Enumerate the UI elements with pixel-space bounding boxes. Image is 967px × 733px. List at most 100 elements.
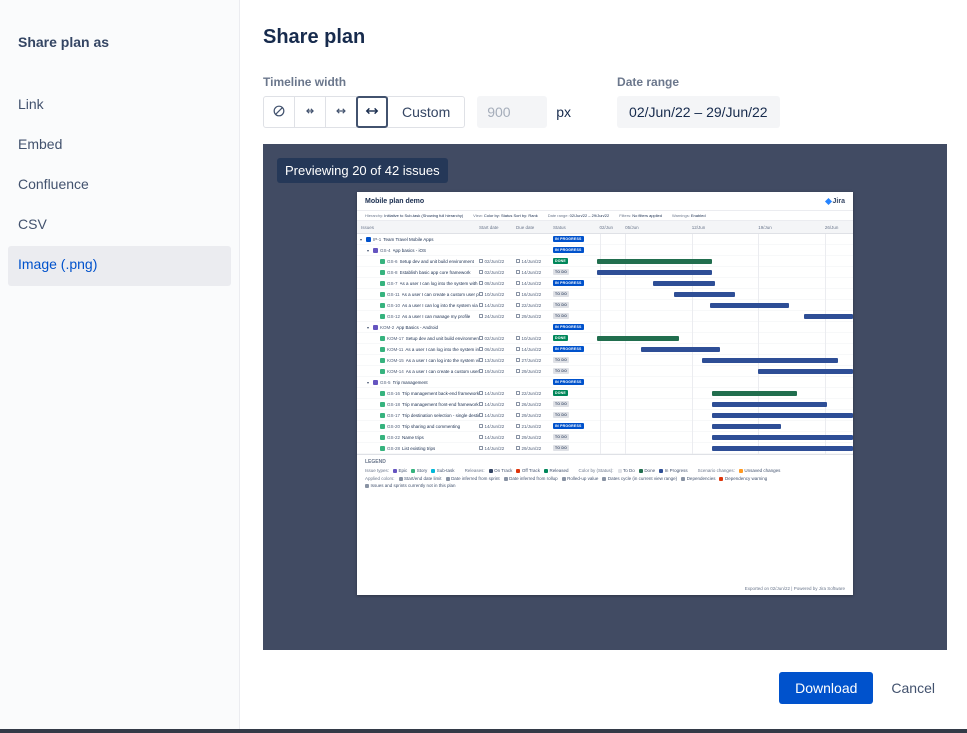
plan-row-status: IN PROGRESS [553,280,597,286]
plan-row-status: TO DO [553,401,597,407]
mini-meta-value: Initiative to Sub-task (Showing full hie… [384,213,464,218]
sidebar-item-link[interactable]: Link [18,96,44,112]
legend-item: To Do [617,468,635,473]
plan-row: GS-17 Trip destination selection - single… [357,410,853,421]
mini-meta-value: Color by: Status Sort by: Rank [483,213,538,218]
custom-width-button[interactable]: Custom [387,96,466,128]
gantt-bar [712,446,853,451]
plan-row-timeline [597,234,853,244]
issue-key: KOM-2 [380,324,395,330]
plan-row-status: IN PROGRESS [553,346,597,352]
width-preset-wide-button[interactable] [356,96,388,128]
legend-item: Epic [393,468,407,473]
issue-summary: As a user I can manage my profile [402,313,471,319]
issue-key: GS-28 [387,445,401,451]
sidebar-item-image-png[interactable]: Image (.png) [8,246,231,286]
main-content: Share plan Timeline width [240,0,967,733]
plan-row-issue: GS-8 Establish basic app core framework [357,269,479,275]
download-button[interactable]: Download [779,672,874,704]
legend-item-label: Unsaved changes [744,468,781,473]
legend-item: Date inferred from sprint [445,476,500,481]
date-text: 10/Jun/22 [521,335,542,341]
legend-group-label: Releases: [464,468,485,473]
sidebar-item-confluence[interactable]: Confluence [18,176,89,192]
legend-group-label: Scenario changes: [697,468,735,473]
date-text: 29/Jun/22 [521,445,542,451]
mini-meta: Hierarchy:Initiative to Sub-task (Showin… [357,210,853,221]
date-text: 14/Jun/22 [521,269,542,275]
page-title: Share plan [263,26,366,48]
timeline-gridline [599,234,601,454]
legend-swatch [544,468,549,473]
plan-row-status: TO DO [553,269,597,275]
plan-row-timeline [597,311,853,321]
date-text: 10/Jun/22 [484,291,505,297]
date-text: 21/Jun/22 [521,423,542,429]
date-text: 27/Jun/22 [521,357,542,363]
calendar-icon [479,347,483,351]
width-preset-narrow-button[interactable] [294,96,326,128]
plan-row-start: 19/Jun/22 [479,369,516,374]
issue-key: GS-4 [380,247,391,253]
gantt-bar [712,402,828,407]
legend-swatch [503,476,508,481]
legend-swatch [638,468,643,473]
legend-swatch [398,476,403,481]
issue-summary: List existing trips [402,445,436,451]
status-badge: TO DO [553,357,570,363]
plan-row-status: TO DO [553,313,597,319]
plan-row-status: TO DO [553,368,597,374]
date-range-field[interactable]: 02/Jun/22 – 29/Jun/22 [617,96,780,128]
legend-item-label: Off Track [521,468,541,473]
timeline-tick: 19/Jun [758,225,772,230]
sidebar-item-csv[interactable]: CSV [18,216,47,232]
story-type-icon [380,313,385,319]
plan-row-issue: GS-12 As a user I can manage my profile [357,313,479,319]
issue-key: GS-10 [387,302,401,308]
plan-row-start: 13/Jun/22 [479,358,516,363]
mini-meta-item: Date range:02/Jun/22 – 29/Jun/22 [548,213,610,218]
date-text: 29/Jun/22 [521,313,542,319]
status-badge: IN PROGRESS [553,247,584,253]
plan-row-issue: GS-6 Setup dev and unit build environment [357,258,479,264]
issue-key: GS-7 [387,280,398,286]
date-text: 19/Jun/22 [484,368,505,374]
plan-row-issue: GS-20 Trip sharing and commenting [357,423,479,429]
date-text: 26/Jun/22 [521,401,542,407]
story-type-icon [380,412,385,418]
timeline-gridline [691,234,693,454]
sidebar-item-embed[interactable]: Embed [18,136,63,152]
plan-row-timeline [597,366,853,376]
epic-type-icon [373,379,378,385]
mini-plan-header: Mobile plan demo Jira [357,192,853,210]
timeline-width-presets: Custom [263,96,466,128]
plan-row-timeline [597,432,853,442]
issue-summary: Setup dev and unit build environment [405,335,479,341]
legend-item: Done [638,468,656,473]
calendar-icon [479,336,483,340]
custom-width-input[interactable] [477,96,548,128]
mini-meta-label: Date range: [547,213,569,218]
timeline-tick: 05/Jun [625,225,639,230]
legend-item: Date inferred from rollup [503,476,558,481]
plan-row-issue: ▾ GS-4 App basics - iOS [357,247,479,253]
date-text: 06/Jun/22 [484,346,505,352]
plan-row: GS-6 Setup dev and unit build environment… [357,256,853,267]
issue-summary: Trip sharing and commenting [402,423,461,429]
issue-key: KOM-17 [387,335,404,341]
calendar-icon [479,413,483,417]
story-type-icon [380,335,385,341]
width-preset-none-button[interactable] [263,96,295,128]
issue-key: GS-16 [387,390,401,396]
width-preset-medium-button[interactable] [325,96,357,128]
legend-item-label: Done [644,468,656,473]
date-text: 14/Jun/22 [484,302,505,308]
legend-group-label: Color by (Status): [578,468,614,473]
cancel-button[interactable]: Cancel [891,680,935,696]
legend-group-label: Applied colors: [365,476,395,481]
mini-meta-value: 02/Jun/22 – 29/Jun/22 [569,213,610,218]
plan-row-issue: GS-18 Trip management front-end framework [357,401,479,407]
issue-summary: As a user I can log into the system via … [402,302,479,308]
legend-swatch [681,476,686,481]
mini-meta-value: No filters applied [632,213,662,218]
